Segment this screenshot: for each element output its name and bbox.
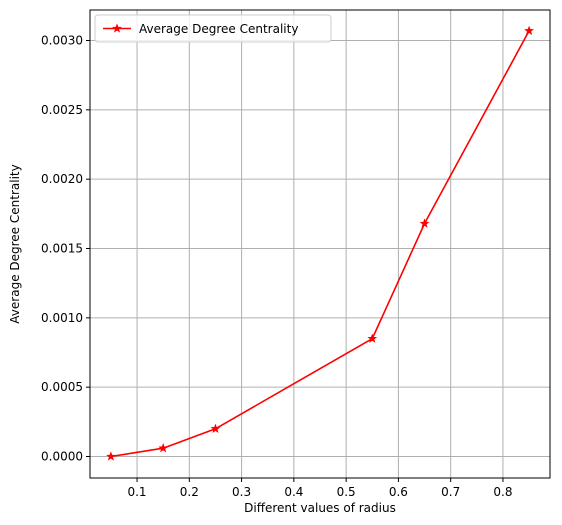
data-point-star [210,423,221,433]
series-line [110,30,530,458]
y-tick-label: 0.0020 [41,172,83,186]
legend-box [94,14,332,43]
x-tick-label: 0.2 [180,485,199,499]
series-layer [106,25,534,461]
ticks: 0.1 0.2 0.3 0.4 0.5 0.6 0.7 0.8 0.0000 0.0005 0.00… [41,34,513,499]
x-tick-label: 0.3 [232,485,251,499]
data-point-star [367,333,378,343]
y-tick-label: 0.0010 [41,311,83,325]
x-tick-label: 0.7 [441,485,460,499]
grid [90,10,550,478]
legend: Average Degree Centrality [94,14,332,43]
x-tick-label: 0.6 [389,485,408,499]
plot-area-frame [89,9,551,479]
x-tick-label: 0.1 [127,485,146,499]
y-tick-label: 0.0000 [41,450,83,464]
x-tick-label: 0.5 [337,485,356,499]
x-tick-label: 0.8 [493,485,512,499]
data-point-star [106,451,116,461]
y-tick-label: 0.0005 [41,380,83,394]
x-axis-label: Different values of radius [244,501,396,515]
y-tick-label: 0.0030 [41,34,83,48]
legend-star-marker [112,23,122,33]
y-tick-label: 0.0015 [41,242,83,256]
y-axis-label: Average Degree Centrality [8,164,22,323]
y-tick-label: 0.0025 [41,103,83,117]
data-point-star [524,25,534,35]
x-tick-label: 0.4 [284,485,303,499]
data-point-star [158,443,169,453]
data-point-star [419,218,430,228]
legend-label: Average Degree Centrality [139,22,298,36]
